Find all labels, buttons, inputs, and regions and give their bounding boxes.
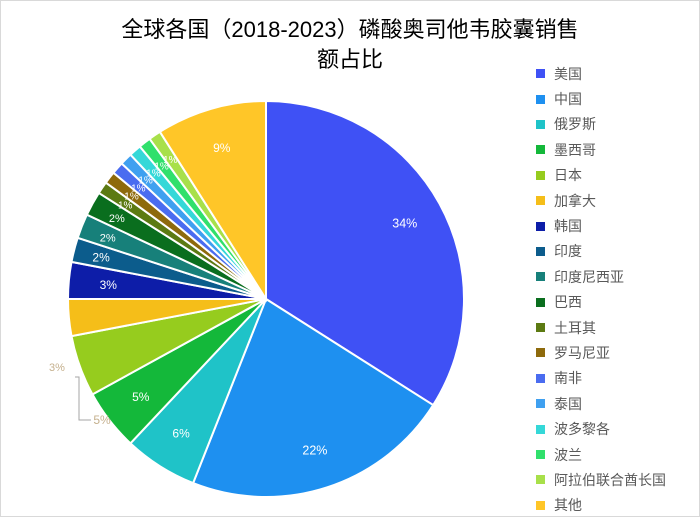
legend-swatch — [536, 94, 545, 104]
data-label-18: 9% — [213, 141, 231, 155]
legend-swatch — [536, 348, 545, 358]
legend-swatch — [536, 272, 545, 282]
legend-label: 其他 — [554, 497, 582, 514]
data-label-4: 5% — [132, 390, 150, 404]
legend-label: 罗马尼亚 — [554, 344, 610, 361]
legend-label: 韩国 — [554, 218, 582, 235]
legend-label: 巴西 — [554, 294, 582, 311]
legend-label: 日本 — [554, 167, 582, 184]
legend-item: 罗马尼亚 — [531, 340, 699, 365]
legend-item: 土耳其 — [531, 315, 699, 340]
legend-item: 韩国 — [531, 213, 699, 238]
legend-swatch — [536, 145, 545, 155]
legend-swatch — [536, 246, 545, 256]
legend-swatch — [536, 475, 545, 485]
legend-item: 加拿大 — [531, 188, 699, 213]
legend-swatch — [536, 424, 545, 434]
legend-label: 中国 — [554, 91, 582, 108]
legend-item: 其他 — [531, 493, 699, 518]
data-label-1: 34% — [392, 217, 417, 231]
chart-legend: 美国中国俄罗斯墨西哥日本加拿大韩国印度印度尼西亚巴西土耳其罗马尼亚南非泰国波多黎… — [531, 61, 699, 518]
data-label-11: 1% — [118, 200, 133, 211]
legend-label: 土耳其 — [554, 319, 596, 336]
legend-label: 美国 — [554, 65, 582, 82]
data-label-3: 6% — [172, 427, 190, 441]
legend-label: 俄罗斯 — [554, 116, 596, 133]
legend-label: 南非 — [554, 370, 582, 387]
legend-label: 印度尼西亚 — [554, 268, 624, 285]
legend-item: 印度尼西亚 — [531, 264, 699, 289]
legend-swatch — [536, 221, 545, 231]
pie-slice-18 — [158, 99, 267, 303]
legend-item: 南非 — [531, 366, 699, 391]
data-label-6: 3% — [49, 362, 65, 374]
data-label-13: 1% — [131, 183, 146, 194]
legend-label: 加拿大 — [554, 192, 596, 209]
legend-item: 美国 — [531, 61, 699, 86]
data-label-2: 22% — [302, 444, 327, 458]
data-label-9: 2% — [100, 232, 116, 244]
legend-swatch — [536, 119, 545, 129]
legend-item: 中国 — [531, 86, 699, 111]
leader-line — [75, 376, 91, 421]
legend-swatch — [536, 373, 545, 383]
legend-item: 日本 — [531, 163, 699, 188]
legend-item: 巴西 — [531, 290, 699, 315]
data-label-15: 1% — [146, 168, 161, 179]
legend-label: 波多黎各 — [554, 421, 610, 438]
legend-item: 波多黎各 — [531, 416, 699, 441]
legend-item: 墨西哥 — [531, 137, 699, 162]
legend-item: 泰国 — [531, 391, 699, 416]
data-label-7: 3% — [100, 278, 118, 292]
chart-title-line-1: 全球各国（2018-2023）磷酸奥司他韦胶囊销售 — [121, 17, 579, 42]
legend-swatch — [536, 399, 545, 409]
legend-label: 阿拉伯联合酋长国 — [554, 471, 666, 488]
legend-swatch — [536, 450, 545, 460]
pie-slice-1 — [265, 99, 465, 407]
legend-swatch — [536, 170, 545, 180]
data-label-16: 1% — [154, 162, 169, 173]
legend-swatch — [536, 500, 545, 510]
legend-swatch — [536, 297, 545, 307]
chart-title: 全球各国（2018-2023）磷酸奥司他韦胶囊销售 额占比 — [1, 15, 699, 75]
chart-title-line-2: 额占比 — [316, 47, 383, 72]
legend-swatch — [536, 323, 545, 333]
legend-swatch — [536, 69, 545, 79]
data-label-5: 5% — [93, 413, 111, 427]
data-label-10: 2% — [109, 213, 125, 225]
data-label-12: 1% — [124, 192, 139, 203]
legend-label: 印度 — [554, 243, 582, 260]
data-label-17: 1% — [163, 155, 178, 166]
legend-label: 墨西哥 — [554, 141, 596, 158]
legend-item: 波兰 — [531, 442, 699, 467]
data-label-8: 2% — [92, 251, 110, 265]
data-label-14: 1% — [138, 176, 153, 187]
legend-item: 阿拉伯联合酋长国 — [531, 467, 699, 492]
legend-label: 泰国 — [554, 395, 582, 412]
pie-slice-2 — [191, 297, 435, 498]
legend-swatch — [536, 196, 545, 206]
legend-label: 波兰 — [554, 446, 582, 463]
legend-item: 印度 — [531, 239, 699, 264]
legend-item: 俄罗斯 — [531, 112, 699, 137]
